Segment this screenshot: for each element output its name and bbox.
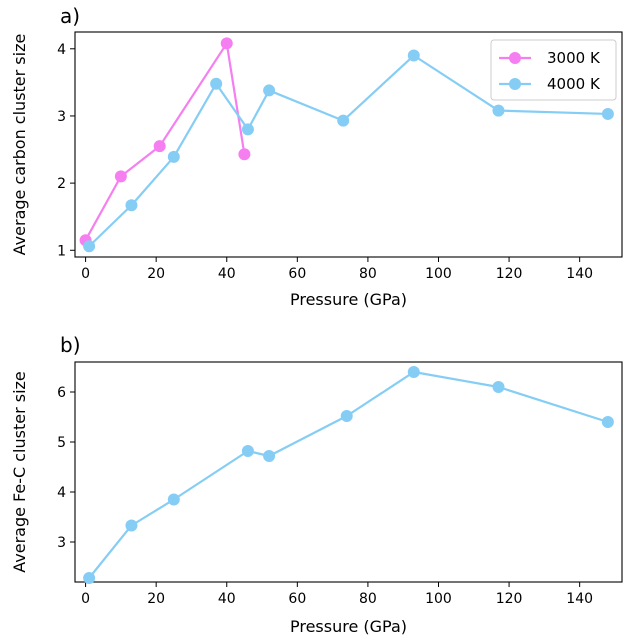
series-line-fe-c <box>88 370 609 579</box>
data-point <box>153 140 166 153</box>
y-axis-label: Average Fe-C cluster size <box>10 371 29 573</box>
x-tick-label: 140 <box>566 591 593 607</box>
x-tick-label: 60 <box>288 266 306 282</box>
legend: 3000 K 4000 K <box>490 39 617 101</box>
y-tick-label: 3 <box>57 109 66 125</box>
data-point <box>114 170 127 183</box>
legend-swatch-marker <box>509 52 521 64</box>
x-tick-label: 80 <box>359 266 377 282</box>
x-tick-label: 100 <box>425 591 452 607</box>
data-point <box>125 199 138 212</box>
chart-panel-a: 0 20 40 60 80 100 120 140 1 2 3 4 Pressure (GPa) Aver… <box>10 4 623 309</box>
data-point <box>263 450 276 462</box>
y-axis-label: Average carbon cluster size <box>10 34 29 256</box>
x-tick-label: 80 <box>359 591 377 607</box>
data-point <box>601 107 614 120</box>
x-axis-label: Pressure (GPa) <box>290 617 407 636</box>
legend-swatch-marker <box>509 78 521 90</box>
data-point <box>210 77 223 90</box>
panel-label: b) <box>60 333 81 357</box>
data-point <box>238 148 251 161</box>
x-tick-label: 40 <box>218 591 236 607</box>
y-tick-label: 2 <box>57 176 66 192</box>
plot-frame <box>74 361 623 583</box>
data-point <box>340 410 353 422</box>
chart-panel-b: 0 20 40 60 80 100 120 140 3 4 5 6 Pressure (GPa) Aver… <box>10 333 623 636</box>
plot-frame <box>74 31 623 258</box>
data-point <box>83 240 96 253</box>
data-point <box>241 123 254 136</box>
data-point <box>125 519 138 532</box>
x-tick-label: 120 <box>496 266 523 282</box>
data-point <box>220 37 233 50</box>
data-point <box>407 366 420 378</box>
x-tick-label: 20 <box>147 591 165 607</box>
x-axis-label: Pressure (GPa) <box>290 290 407 309</box>
x-tick-label: 100 <box>425 266 452 282</box>
data-point <box>407 49 420 62</box>
y-tick-label: 4 <box>57 485 66 501</box>
x-tick-label: 120 <box>496 591 523 607</box>
data-point <box>337 114 350 127</box>
x-tick-label: 0 <box>81 266 90 282</box>
data-point <box>167 150 180 163</box>
data-point <box>167 493 180 506</box>
data-point <box>492 381 505 393</box>
x-tick-label: 40 <box>218 266 236 282</box>
y-tick-label: 6 <box>57 385 66 401</box>
series-line-3000-k <box>84 42 246 241</box>
x-tick-label: 0 <box>81 591 90 607</box>
data-point <box>83 572 96 584</box>
legend-label: 4000 K <box>547 75 601 93</box>
data-point <box>492 104 505 117</box>
y-tick-label: 5 <box>57 435 66 451</box>
panel-label: a) <box>60 4 80 28</box>
x-tick-label: 20 <box>147 266 165 282</box>
data-point <box>263 84 276 97</box>
x-tick-label: 140 <box>566 266 593 282</box>
y-tick-label: 4 <box>57 42 66 58</box>
series-line-4000-k <box>88 54 608 248</box>
x-tick-label: 60 <box>288 591 306 607</box>
data-point <box>601 416 614 428</box>
legend-label: 3000 K <box>547 49 601 67</box>
y-tick-label: 3 <box>57 535 66 551</box>
data-point <box>241 445 254 457</box>
y-tick-label: 1 <box>57 243 66 259</box>
